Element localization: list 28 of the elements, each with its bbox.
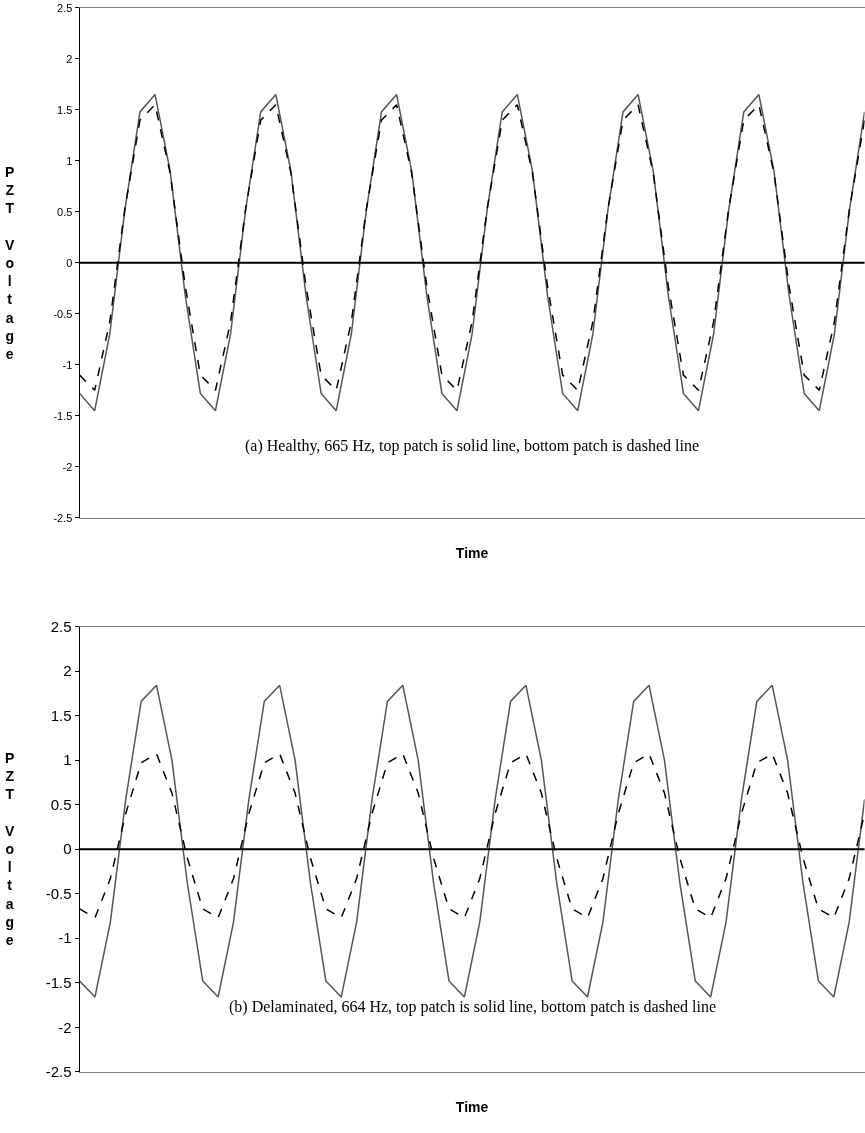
x-axis-title: Time (455, 545, 489, 562)
y-tick-label: 2.5 (57, 1, 73, 14)
text: PZT Voltage (5, 164, 15, 362)
y-tick-label: 2.5 (50, 617, 72, 635)
y-tick-label: -2 (58, 1018, 72, 1036)
y-tick-label: -0.5 (53, 307, 73, 320)
y-tick-label: 1 (63, 751, 72, 769)
y-tick-label: -1 (62, 358, 73, 371)
y-tick-label: 2 (66, 52, 73, 65)
y-tick-label: -2 (62, 460, 73, 473)
y-tick-label: -2.5 (45, 1063, 72, 1081)
y-tick-label: 1.5 (57, 103, 73, 116)
y-tick-label: 2 (63, 662, 72, 680)
y-tick-label: -1.5 (53, 409, 73, 422)
y-tick-label: 1 (66, 154, 73, 167)
y-tick-label: -1 (58, 929, 72, 947)
annotation: (b) Delaminated, 664 Hz, top patch is solid line, bottom patch is dashed line (229, 998, 717, 1016)
y-tick-label: 0.5 (50, 795, 72, 813)
y-tick-label: 1.5 (50, 706, 72, 724)
y-tick-label: -2.5 (53, 511, 73, 524)
text: PZT Voltage (5, 750, 15, 948)
y-tick-label: -1.5 (45, 974, 72, 992)
x-axis-title: Time (455, 1099, 489, 1116)
y-tick-label: 0.5 (57, 205, 73, 218)
y-tick-label: 0 (63, 840, 72, 858)
y-tick-label: -0.5 (45, 884, 72, 902)
annotation: (a) Healthy, 665 Hz, top patch is solid line, bottom patch is dashed line (245, 437, 699, 455)
y-tick-label: 0 (66, 256, 73, 269)
